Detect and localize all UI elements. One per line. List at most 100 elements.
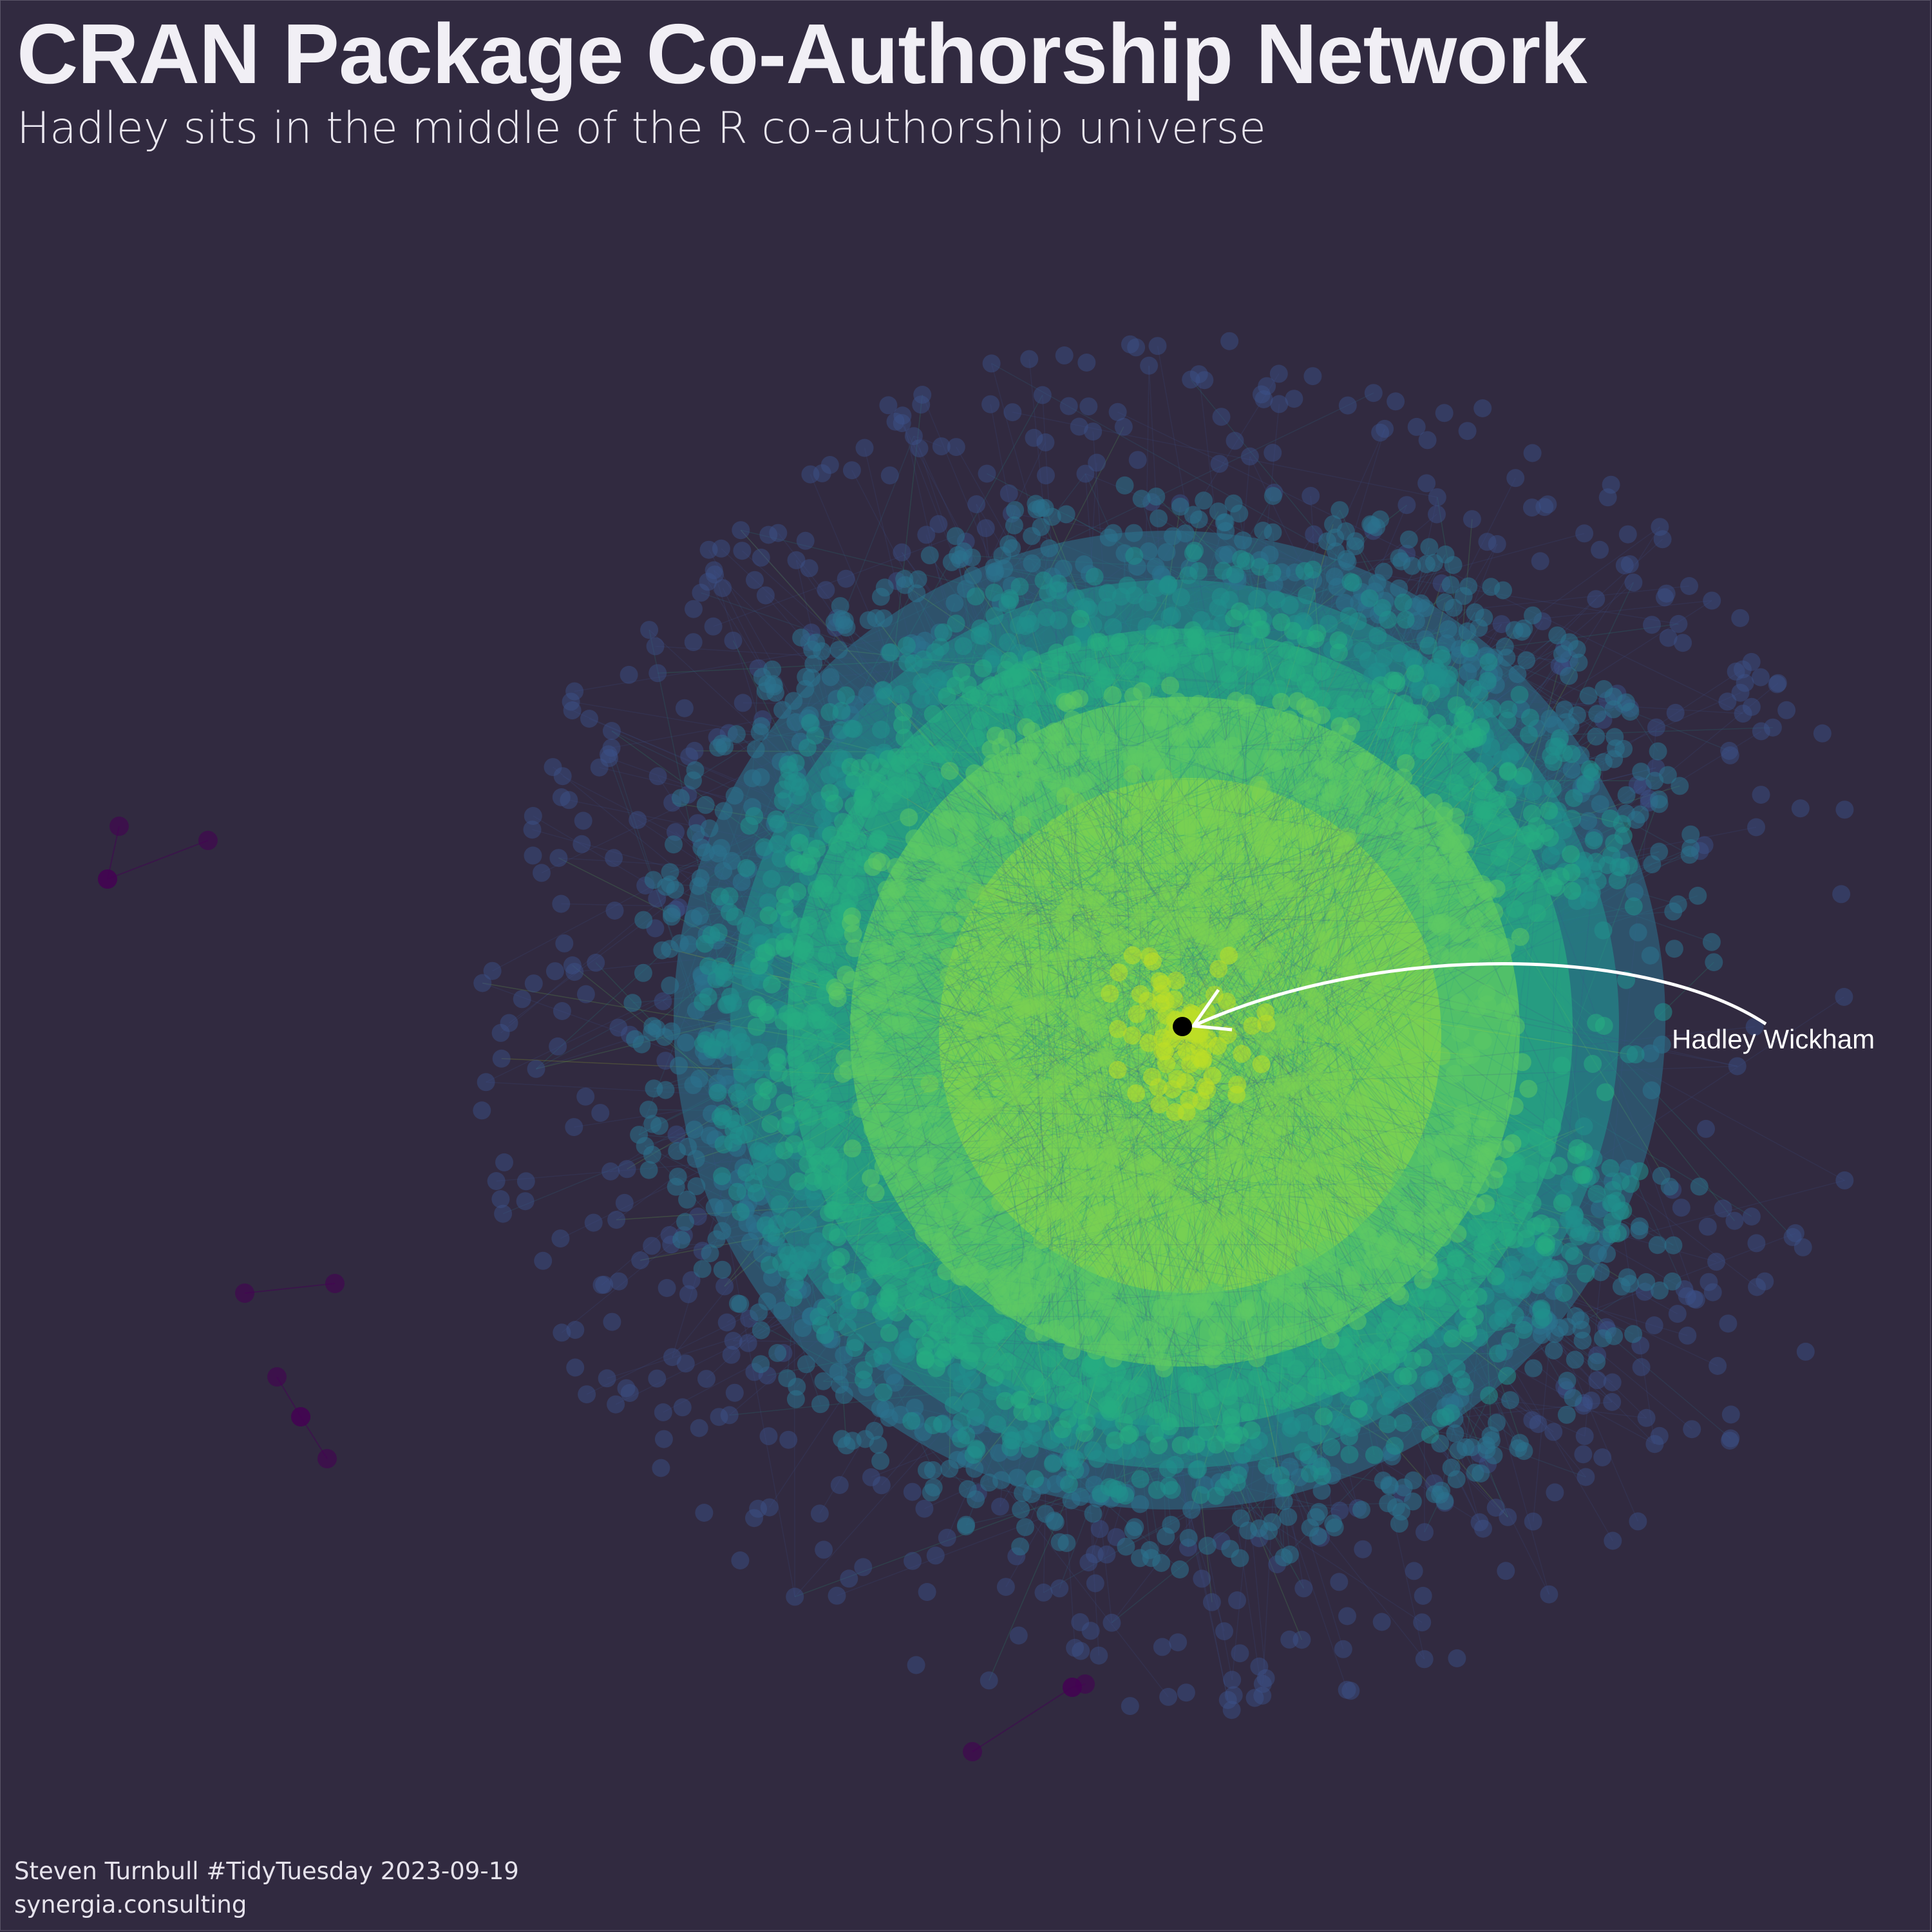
author-node <box>1143 791 1162 810</box>
author-node <box>1084 1052 1103 1071</box>
author-node <box>1023 527 1041 545</box>
author-node <box>1157 543 1176 562</box>
coauthor-edge <box>943 708 1509 860</box>
author-node <box>1231 1549 1249 1567</box>
author-node <box>677 1033 696 1052</box>
author-node <box>821 668 840 687</box>
coauthor-edge <box>1034 826 1757 969</box>
author-node <box>887 994 906 1012</box>
author-node <box>914 1267 933 1286</box>
author-node <box>1065 1222 1083 1240</box>
author-node <box>1042 1431 1061 1449</box>
author-node <box>1137 1174 1156 1193</box>
author-node <box>1678 1287 1696 1305</box>
coauthor-edge <box>1066 725 1352 955</box>
author-node <box>1731 683 1750 702</box>
author-node <box>878 1126 897 1145</box>
author-node <box>1140 356 1159 375</box>
author-node <box>1604 687 1623 706</box>
author-node <box>816 1326 835 1345</box>
author-node <box>1669 895 1687 914</box>
author-node <box>1095 1259 1113 1278</box>
author-node <box>1680 577 1698 595</box>
author-node <box>860 800 878 819</box>
author-node <box>1524 1359 1543 1378</box>
author-node <box>1538 1161 1557 1180</box>
author-node <box>1169 1633 1188 1652</box>
author-node <box>1233 1446 1252 1464</box>
author-node <box>1405 1562 1423 1580</box>
author-node <box>1196 927 1215 945</box>
author-node <box>1312 949 1331 967</box>
author-node <box>1264 444 1282 462</box>
author-node <box>1325 780 1343 799</box>
author-node <box>1643 855 1662 874</box>
author-node <box>598 1369 616 1388</box>
coauthor-edge <box>1011 783 1233 882</box>
coauthor-edge <box>1184 533 1258 906</box>
author-node <box>1207 1486 1225 1505</box>
author-node <box>610 1272 628 1291</box>
author-node <box>843 1273 862 1291</box>
author-node <box>741 972 760 990</box>
author-node <box>808 1155 827 1173</box>
author-node <box>1255 822 1274 840</box>
author-node <box>1245 1164 1264 1182</box>
author-node <box>1506 900 1524 918</box>
author-node <box>786 753 805 772</box>
author-node <box>1564 789 1583 808</box>
coauthor-edge <box>1057 522 1226 1018</box>
coauthor-edge <box>1016 762 1282 1088</box>
author-node <box>1273 1077 1291 1096</box>
author-node <box>754 944 773 963</box>
author-node <box>516 1192 535 1211</box>
coauthor-edge <box>1293 989 1321 1267</box>
author-node <box>1404 949 1423 968</box>
author-node <box>662 1022 681 1041</box>
author-node <box>1200 806 1219 824</box>
author-node <box>673 1398 692 1417</box>
author-node <box>601 1162 620 1180</box>
coauthor-edge <box>1249 987 1441 1173</box>
author-node <box>1387 709 1405 728</box>
author-node <box>1383 1188 1401 1207</box>
author-node <box>1567 1146 1586 1164</box>
author-node <box>1463 722 1481 741</box>
author-node <box>1007 682 1025 700</box>
author-node <box>1182 837 1201 855</box>
author-node <box>996 1578 1015 1596</box>
coauthor-edge <box>561 943 1043 1333</box>
caption-website: synergia.consulting <box>14 1891 247 1918</box>
coauthor-edge <box>724 754 1130 1287</box>
coauthor-edge <box>794 983 1343 1597</box>
author-node <box>978 884 996 903</box>
coauthor-edge <box>702 866 1208 1003</box>
author-node <box>1027 500 1046 519</box>
author-node <box>753 1144 772 1162</box>
author-node <box>788 882 807 901</box>
coauthor-edge <box>965 820 1303 1640</box>
author-node <box>1572 1320 1591 1339</box>
author-node <box>1189 1294 1208 1313</box>
author-node <box>1587 1184 1606 1203</box>
coauthor-edge <box>931 967 1235 1115</box>
author-node <box>1419 636 1438 655</box>
author-node <box>1222 1434 1241 1453</box>
author-node <box>1272 692 1291 711</box>
author-node <box>602 739 621 757</box>
author-node <box>1239 1521 1258 1540</box>
author-node <box>1204 1350 1222 1368</box>
coauthor-edge <box>1067 733 1182 1458</box>
author-node <box>982 1347 1001 1366</box>
author-node <box>930 873 949 891</box>
author-node <box>1018 610 1037 629</box>
author-node <box>687 824 705 842</box>
author-node <box>1115 1184 1133 1203</box>
author-node <box>1433 913 1452 932</box>
author-node <box>1188 1118 1206 1137</box>
author-node <box>1152 1554 1171 1572</box>
author-node <box>715 1198 733 1217</box>
author-node <box>1437 862 1456 881</box>
author-node <box>1456 833 1475 852</box>
author-node <box>1347 767 1365 786</box>
